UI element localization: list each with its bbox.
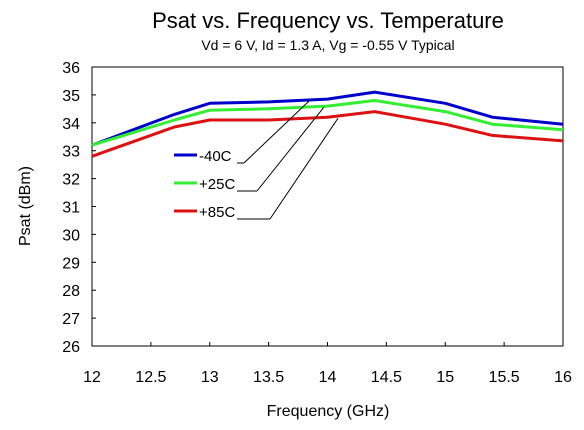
y-tick-label: 27	[62, 311, 80, 328]
legend-label: -40C	[199, 148, 232, 165]
y-tick-label: 28	[62, 283, 80, 300]
y-axis-label: Psat (dBm)	[17, 166, 34, 246]
ticks-layer: 26 27 28 29 30 31 32 33 34 35 36 12 12.5 13 13.5 14 14.5…	[62, 60, 572, 386]
legend-leader	[256, 106, 325, 192]
series-line	[91, 90, 564, 147]
x-tick-label: 14.5	[371, 369, 402, 386]
x-tick-label: 15.5	[489, 369, 520, 386]
plot-frame	[91, 66, 564, 347]
y-tick-label: 33	[62, 144, 80, 161]
x-axis-label: Frequency (GHz)	[267, 403, 390, 420]
x-tick-label: 14	[319, 369, 337, 386]
series-layer	[91, 90, 564, 158]
x-tick-label: 12.5	[135, 369, 166, 386]
legend: -40C +25C +85C	[174, 99, 339, 221]
y-tick-label: 34	[62, 116, 80, 133]
legend-leader	[243, 99, 311, 164]
y-tick-label: 35	[62, 88, 80, 105]
y-tick-label: 31	[62, 200, 80, 217]
y-tick-label: 26	[62, 339, 80, 356]
series-line	[91, 99, 564, 147]
y-tick-label: 29	[62, 255, 80, 272]
x-tick-label: 12	[83, 369, 101, 386]
y-tick-label: 32	[62, 172, 80, 189]
x-tick-label: 13	[201, 369, 219, 386]
x-tick-label: 15	[436, 369, 454, 386]
chart-title: Psat vs. Frequency vs. Temperature	[152, 8, 504, 33]
legend-label: +85C	[199, 204, 235, 221]
y-tick-label: 36	[62, 60, 80, 77]
series-line	[91, 110, 564, 158]
x-tick-label: 16	[554, 369, 572, 386]
chart-subtitle: Vd = 6 V, Id = 1.3 A, Vg = -0.55 V Typic…	[201, 37, 454, 53]
legend-leader	[269, 117, 339, 220]
legend-label: +25C	[199, 176, 235, 193]
y-tick-label: 30	[62, 227, 80, 244]
x-tick-label: 13.5	[253, 369, 284, 386]
